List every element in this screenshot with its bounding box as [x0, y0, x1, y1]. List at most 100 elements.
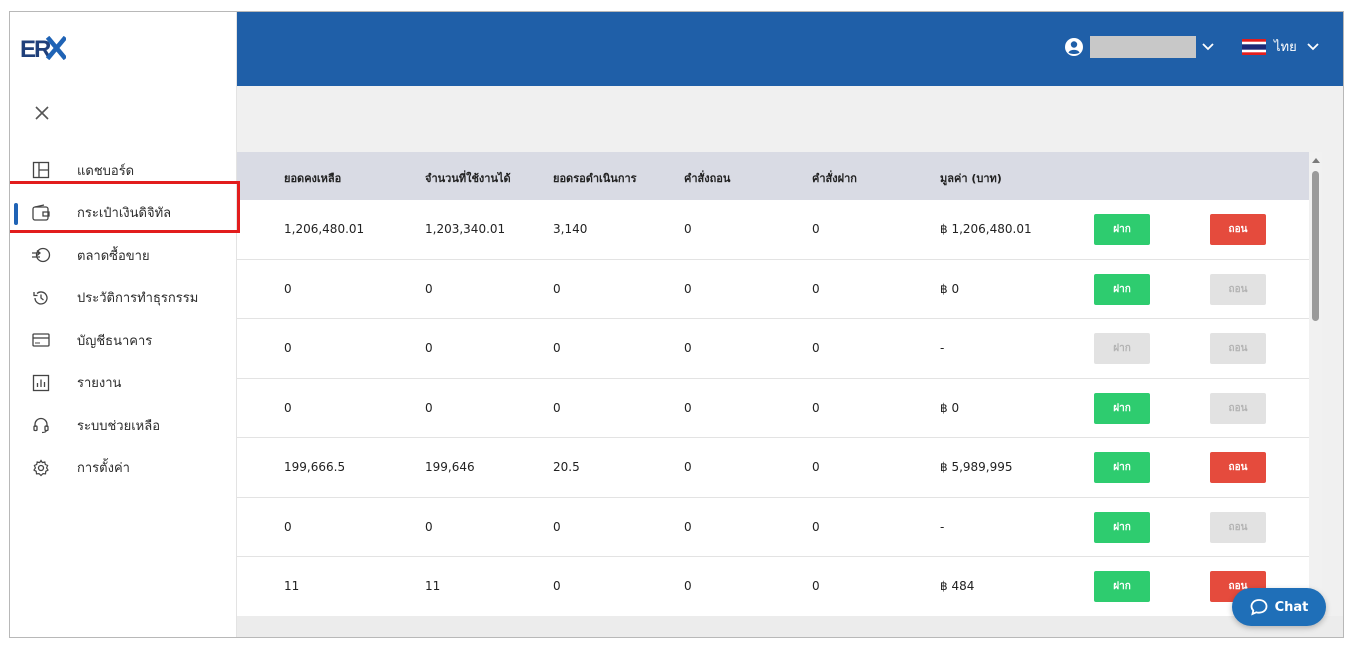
sidebar-item-digital-wallet[interactable]: กระเป๋าเงินดิจิทัล: [10, 192, 237, 235]
withdraw-button[interactable]: ถอน: [1210, 214, 1266, 245]
column-pending-cell: 0: [553, 341, 561, 355]
column-available-cell: 0: [425, 519, 433, 534]
table-row: 0 0 0 0 0 ฿ 0 ฝาก ถอน: [236, 378, 1309, 438]
column-deposit-orders-cell: 0: [812, 281, 820, 296]
column-withdraw-orders-header: คำสั่งถอน: [684, 172, 731, 185]
sidebar-item-label: ตลาดซื้อขาย: [77, 248, 150, 264]
scroll-up-arrow-icon[interactable]: [1312, 158, 1320, 163]
user-menu[interactable]: [1064, 36, 1214, 58]
scrollbar-thumb[interactable]: [1312, 171, 1319, 321]
column-value-cell: ฿ 1,206,480.01: [940, 222, 1032, 236]
column-deposit-orders-cell: 0: [812, 341, 820, 355]
sidebar-item-label: ระบบช่วยเหลือ: [77, 418, 160, 434]
user-avatar-icon: [1065, 38, 1083, 56]
logo-mark: ER: [20, 35, 68, 63]
sidebar-item-label: กระเป๋าเงินดิจิทัล: [77, 206, 172, 222]
wallet-icon: [30, 202, 52, 224]
dashboard-icon: [30, 159, 52, 181]
history-icon: [30, 287, 52, 309]
withdraw-button[interactable]: ถอน: [1210, 452, 1266, 483]
table-row: 0 0 0 0 0 - ฝาก ถอน: [236, 497, 1309, 557]
table-row: 0 0 0 0 0 - ฝาก ถอน: [236, 319, 1309, 379]
table-row: 199,666.5 199,646 20.5 0 0 ฿ 5,989,995 ฝาก ถอน: [236, 438, 1309, 498]
sidebar-nav: แดชบอร์ดกระเป๋าเงินดิจิทัลตลาดซื้อขายประ…: [10, 149, 237, 489]
sidebar-item-exchange[interactable]: ตลาดซื้อขาย: [10, 234, 237, 277]
footer-strip: [236, 616, 1343, 637]
sidebar-item-reports[interactable]: รายงาน: [10, 362, 237, 405]
column-balance-cell: 0: [284, 281, 292, 296]
scrollbar[interactable]: [1309, 152, 1322, 616]
column-pending-cell: 3,140: [553, 222, 588, 236]
top-bar: ไทย: [236, 12, 1343, 86]
deposit-button[interactable]: ฝาก: [1094, 452, 1150, 483]
column-value-cell: -: [940, 519, 945, 534]
column-pending-cell: 0: [553, 519, 561, 534]
active-indicator: [14, 202, 18, 225]
deposit-button: ฝาก: [1094, 333, 1150, 364]
column-balance-header: ยอดคงเหลือ: [284, 172, 342, 185]
column-deposit-orders-header: คำสั่งฝาก: [812, 172, 857, 185]
column-value-header: มูลค่า (บาท): [940, 172, 1002, 185]
sidebar-item-bank-account[interactable]: บัญชีธนาคาร: [10, 319, 237, 362]
sidebar-item-label: แดชบอร์ด: [77, 163, 135, 179]
sidebar-item-label: รายงาน: [77, 376, 122, 392]
deposit-button[interactable]: ฝาก: [1094, 571, 1150, 602]
chat-label: Chat: [1274, 599, 1309, 615]
column-deposit-orders-cell: 0: [812, 222, 820, 236]
thai-flag-icon: [1242, 38, 1266, 55]
chat-button[interactable]: Chat: [1232, 588, 1326, 626]
sidebar-item-transaction-history[interactable]: ประวัติการทำธุรกรรม: [10, 277, 237, 320]
deposit-button[interactable]: ฝาก: [1094, 392, 1150, 424]
column-value-cell: ฿ 0: [940, 281, 960, 296]
deposit-button[interactable]: ฝาก: [1094, 511, 1150, 543]
table-row: 0 0 0 0 0 ฿ 0 ฝาก ถอน: [236, 259, 1309, 319]
table-header: ยอดคงเหลือ จำนวนที่ใช้งานได้ ยอดรอดำเนินกา…: [236, 152, 1309, 200]
column-available-header: จำนวนที่ใช้งานได้: [425, 172, 511, 185]
sidebar-item-help-center[interactable]: ระบบช่วยเหลือ: [10, 404, 237, 447]
deposit-button[interactable]: ฝาก: [1094, 273, 1150, 305]
headset-icon: [30, 414, 52, 436]
withdraw-button: ถอน: [1210, 333, 1266, 364]
column-balance-cell: 199,666.5: [284, 460, 346, 474]
withdraw-button: ถอน: [1210, 392, 1266, 424]
svg-text:ER: ER: [20, 36, 51, 60]
gear-icon: [30, 457, 52, 479]
column-balance-cell: 0: [284, 341, 292, 355]
exchange-icon: [30, 244, 52, 266]
deposit-button[interactable]: ฝาก: [1094, 214, 1150, 245]
column-value-cell: ฿ 5,989,995: [940, 460, 1013, 474]
column-withdraw-orders-cell: 0: [684, 519, 692, 534]
user-name-redacted: [1090, 36, 1196, 58]
sidebar-item-label: การตั้งค่า: [77, 461, 130, 477]
column-balance-cell: 0: [284, 519, 292, 534]
column-deposit-orders-cell: 0: [812, 579, 820, 593]
column-value-cell: -: [940, 341, 945, 355]
column-pending-cell: 20.5: [553, 460, 580, 474]
sidebar: ER แดชบอร์ดกระเป๋าเงินดิจิทัลตลาดซื้อขาย…: [10, 12, 237, 637]
chevron-down-icon: [1307, 42, 1319, 50]
column-value-cell: ฿ 484: [940, 579, 975, 593]
column-withdraw-orders-cell: 0: [684, 400, 692, 415]
column-pending-cell: 0: [553, 281, 561, 296]
column-balance-cell: 11: [284, 579, 300, 593]
close-sidebar-button[interactable]: [32, 103, 52, 123]
column-balance-cell: 0: [284, 400, 292, 415]
column-available-cell: 0: [425, 341, 433, 355]
column-withdraw-orders-cell: 0: [684, 579, 692, 593]
column-pending-header: ยอดรอดำเนินการ: [553, 172, 637, 185]
column-pending-cell: 0: [553, 400, 561, 415]
table-row: 1,206,480.01 1,203,340.01 3,140 0 0 ฿ 1,206,4…: [236, 200, 1309, 260]
column-value-cell: ฿ 0: [940, 400, 960, 415]
erx-logo[interactable]: ER: [20, 35, 68, 64]
sidebar-item-dashboard[interactable]: แดชบอร์ด: [10, 149, 237, 192]
withdraw-button: ถอน: [1210, 511, 1266, 543]
column-deposit-orders-cell: 0: [812, 460, 820, 474]
chat-bubble-icon: [1250, 599, 1267, 616]
report-chart-icon: [30, 372, 52, 394]
sidebar-item-settings[interactable]: การตั้งค่า: [10, 447, 237, 490]
column-deposit-orders-cell: 0: [812, 400, 820, 415]
column-withdraw-orders-cell: 0: [684, 460, 692, 474]
column-withdraw-orders-cell: 0: [684, 341, 692, 355]
language-selector[interactable]: ไทย: [1242, 36, 1319, 57]
column-available-cell: 11: [425, 579, 441, 593]
